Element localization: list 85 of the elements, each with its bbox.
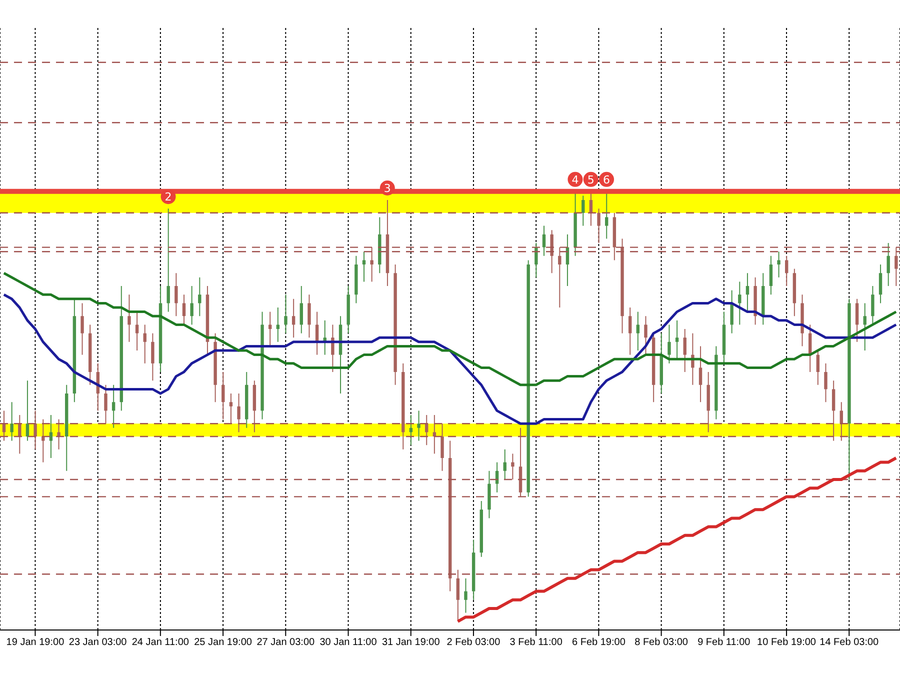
candlestick bbox=[534, 242, 538, 278]
candlestick bbox=[308, 294, 311, 338]
candlestick bbox=[26, 380, 30, 442]
candlestick bbox=[558, 246, 562, 308]
x-tick-label: 30 Jan 11:00 bbox=[320, 637, 378, 648]
candlestick bbox=[300, 286, 303, 334]
candlestick bbox=[57, 418, 60, 450]
candlestick bbox=[816, 350, 820, 386]
x-tick-label: 19 Jan 19:00 bbox=[6, 637, 65, 648]
candlestick bbox=[174, 272, 178, 317]
x-tick-label: 10 Feb 19:00 bbox=[757, 637, 816, 648]
candlestick bbox=[104, 384, 108, 424]
annotation: 6 bbox=[603, 173, 610, 186]
candlestick bbox=[331, 324, 334, 372]
candlestick bbox=[229, 393, 233, 424]
candlestick bbox=[824, 362, 828, 403]
candlestick bbox=[738, 281, 742, 326]
candlestick bbox=[832, 380, 836, 442]
candlestick bbox=[417, 410, 420, 442]
candlestick bbox=[222, 372, 225, 420]
candlestick bbox=[456, 569, 460, 622]
candlestick bbox=[746, 272, 750, 312]
candlestick bbox=[503, 448, 506, 480]
x-tick-label: 24 Jan 11:00 bbox=[132, 637, 190, 648]
candlestick bbox=[840, 402, 843, 442]
candlestick bbox=[542, 225, 546, 256]
candlestick bbox=[166, 208, 170, 312]
candlestick bbox=[730, 290, 734, 334]
candlestick bbox=[855, 298, 859, 342]
candlestick bbox=[636, 311, 640, 351]
candlestick bbox=[863, 302, 866, 351]
annotation: 5 bbox=[587, 173, 594, 186]
candlestick bbox=[18, 414, 22, 454]
annotation: 3 bbox=[384, 182, 391, 195]
candlestick bbox=[432, 414, 436, 454]
candlestick bbox=[292, 298, 296, 338]
candlestick bbox=[440, 423, 444, 472]
x-tick-label: 6 Feb 19:00 bbox=[572, 637, 626, 648]
candlestick bbox=[182, 294, 186, 326]
x-tick-label: 23 Jan 03:00 bbox=[68, 637, 128, 648]
x-tick-label: 31 Jan 19:00 bbox=[382, 637, 440, 648]
candlestick bbox=[769, 255, 773, 296]
candlestick bbox=[276, 307, 280, 342]
candlestick bbox=[190, 286, 194, 326]
candlestick bbox=[464, 578, 468, 614]
candlestick bbox=[268, 311, 272, 347]
x-tick-label: 3 Feb 11:00 bbox=[510, 637, 563, 648]
candlestick bbox=[10, 402, 14, 442]
candlestick bbox=[143, 324, 146, 364]
candlestick bbox=[675, 320, 679, 360]
candlestick bbox=[135, 311, 139, 351]
candlestick bbox=[582, 195, 585, 226]
candlestick bbox=[777, 251, 780, 278]
candlestick bbox=[49, 414, 53, 458]
candlestick bbox=[284, 294, 288, 334]
candlestick bbox=[198, 276, 202, 317]
candlestick bbox=[785, 255, 788, 286]
annotation: 4 bbox=[572, 173, 579, 186]
candlestick bbox=[886, 242, 890, 286]
candlestick bbox=[878, 264, 882, 304]
x-tick-label: 2 Feb 03:00 bbox=[446, 637, 501, 648]
candlestick bbox=[698, 346, 702, 403]
x-tick-label: 14 Feb 03:00 bbox=[820, 637, 880, 648]
x-tick-label: 9 Feb 11:00 bbox=[698, 637, 751, 648]
candlestick bbox=[550, 230, 554, 274]
candlestick bbox=[894, 246, 898, 286]
candlestick bbox=[511, 453, 514, 480]
candlestick bbox=[597, 208, 600, 244]
candlestick bbox=[80, 302, 84, 356]
candlestick bbox=[112, 384, 116, 428]
x-tick-label: 25 Jan 19:00 bbox=[194, 637, 252, 648]
candlestick bbox=[362, 251, 366, 282]
candlestick bbox=[237, 393, 240, 433]
candlestick bbox=[683, 328, 686, 372]
candlestick bbox=[128, 294, 131, 342]
candlestick bbox=[644, 316, 648, 356]
candlestick bbox=[34, 410, 37, 450]
candlestick bbox=[151, 332, 154, 382]
x-tick-label: 27 Jan 03:00 bbox=[256, 637, 316, 648]
candlestick bbox=[871, 286, 874, 326]
annotation: 2 bbox=[164, 190, 172, 204]
candlestick bbox=[370, 246, 374, 282]
x-tick-label: 8 Feb 03:00 bbox=[634, 637, 688, 648]
candlestick bbox=[668, 324, 671, 364]
candlestick bbox=[628, 307, 632, 356]
